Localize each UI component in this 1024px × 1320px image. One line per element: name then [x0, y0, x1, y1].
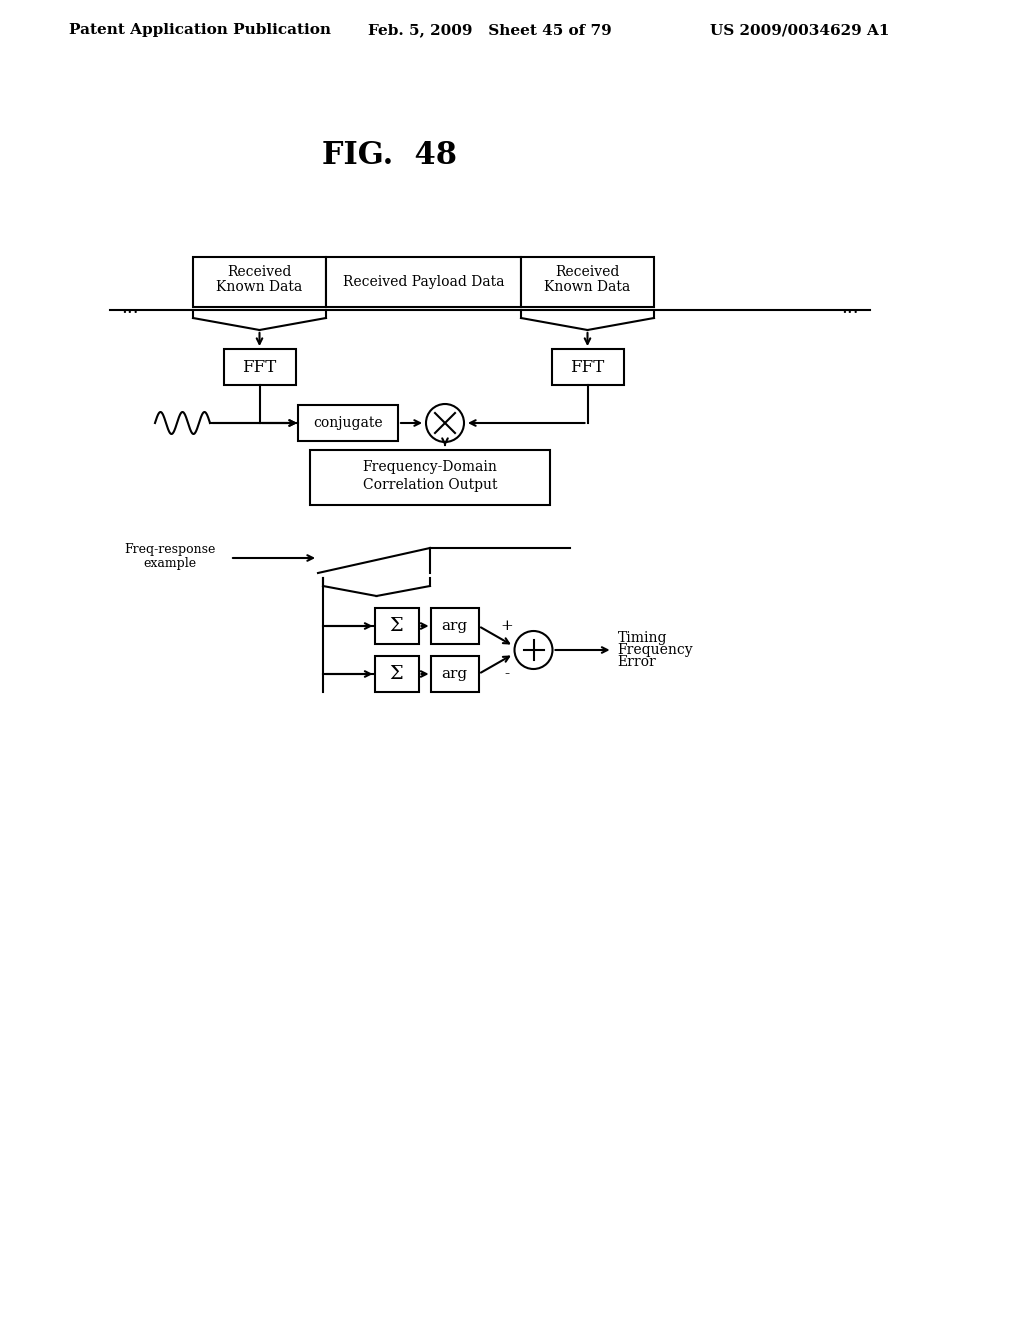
FancyBboxPatch shape — [430, 656, 478, 692]
Text: FFT: FFT — [243, 359, 276, 375]
Text: FIG.  48: FIG. 48 — [323, 140, 458, 170]
Text: ...: ... — [121, 300, 139, 317]
Text: example: example — [143, 557, 197, 570]
FancyBboxPatch shape — [430, 609, 478, 644]
Text: Known Data: Known Data — [545, 280, 631, 294]
Text: Σ: Σ — [389, 616, 403, 635]
FancyBboxPatch shape — [375, 609, 419, 644]
Text: ...: ... — [841, 300, 859, 317]
Text: -: - — [504, 667, 509, 681]
FancyBboxPatch shape — [375, 656, 419, 692]
Text: FFT: FFT — [570, 359, 604, 375]
Text: Patent Application Publication: Patent Application Publication — [69, 22, 331, 37]
FancyBboxPatch shape — [521, 257, 654, 308]
FancyBboxPatch shape — [298, 405, 398, 441]
Text: conjugate: conjugate — [313, 416, 383, 430]
FancyBboxPatch shape — [552, 348, 624, 385]
Text: +: + — [500, 619, 513, 634]
Text: Correlation Output: Correlation Output — [362, 479, 498, 492]
Text: Σ: Σ — [389, 665, 403, 682]
Circle shape — [514, 631, 553, 669]
Text: arg: arg — [441, 667, 468, 681]
Text: Frequency: Frequency — [617, 643, 693, 657]
Text: arg: arg — [441, 619, 468, 634]
Text: Freq-response: Freq-response — [124, 544, 216, 557]
Circle shape — [426, 404, 464, 442]
FancyBboxPatch shape — [310, 450, 550, 506]
FancyBboxPatch shape — [193, 257, 326, 308]
Text: Received: Received — [555, 265, 620, 279]
Text: Known Data: Known Data — [216, 280, 303, 294]
FancyBboxPatch shape — [326, 257, 521, 308]
Text: Timing: Timing — [617, 631, 667, 645]
FancyBboxPatch shape — [223, 348, 296, 385]
Text: Error: Error — [617, 655, 656, 669]
Text: Received Payload Data: Received Payload Data — [343, 275, 504, 289]
Text: Received: Received — [227, 265, 292, 279]
Text: Frequency-Domain: Frequency-Domain — [362, 461, 498, 474]
Text: US 2009/0034629 A1: US 2009/0034629 A1 — [711, 22, 890, 37]
Text: Feb. 5, 2009   Sheet 45 of 79: Feb. 5, 2009 Sheet 45 of 79 — [368, 22, 612, 37]
